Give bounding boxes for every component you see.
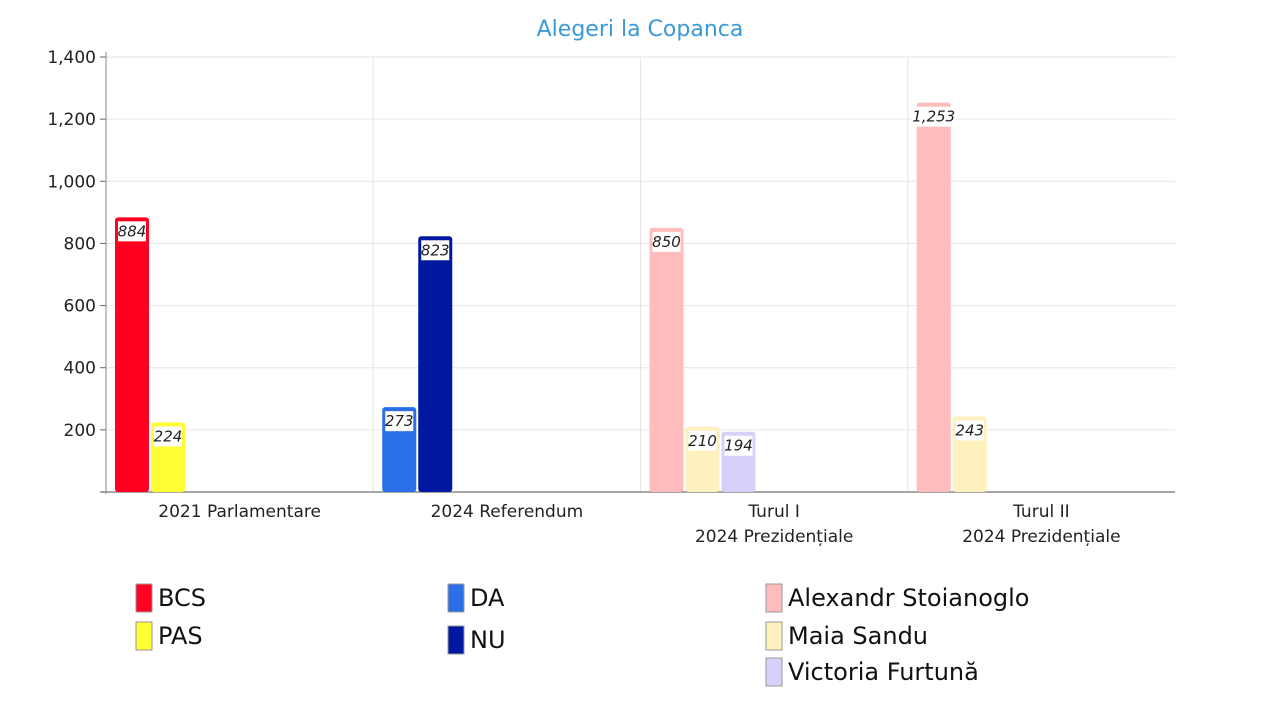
y-tick-label: 800 bbox=[64, 234, 96, 254]
x-tick-label: 2024 Referendum bbox=[431, 502, 584, 522]
legend-item: Alexandr Stoianoglo bbox=[788, 584, 1029, 612]
y-tick-label: 400 bbox=[64, 359, 96, 379]
legend-swatch bbox=[135, 583, 153, 613]
legend-item: Victoria Furtună bbox=[788, 658, 979, 686]
y-tick-label: 200 bbox=[64, 421, 96, 441]
legend: BCS PAS DA NU Alexandr Stoianoglo Maia Sandu V… bbox=[135, 583, 1029, 687]
data-label: 823 bbox=[421, 241, 450, 259]
grid bbox=[106, 56, 1175, 492]
bar-alexandr-stoianoglo bbox=[649, 227, 684, 492]
x-tick-label: 2024 Prezidențiale bbox=[962, 527, 1120, 547]
data-label: 850 bbox=[652, 233, 681, 251]
axes: 200 400 600 800 1,000 1,200 1,400 2021 Parlamen… bbox=[47, 48, 1175, 547]
data-labels: 884 224 273 823 850 210 194 1,253 243 bbox=[118, 106, 984, 456]
data-label: 210 bbox=[688, 432, 717, 450]
legend-item: BCS bbox=[158, 584, 206, 612]
data-label: 1,253 bbox=[912, 108, 955, 126]
data-label-bg bbox=[724, 435, 753, 456]
data-label: 243 bbox=[955, 421, 984, 439]
data-label: 194 bbox=[724, 437, 753, 455]
chart-title: Alegeri la Copanca bbox=[537, 17, 744, 42]
data-label: 884 bbox=[118, 222, 147, 240]
legend-item: DA bbox=[470, 584, 505, 612]
legend-swatch bbox=[447, 625, 465, 655]
y-tick-label: 600 bbox=[64, 297, 96, 317]
bar-bcs bbox=[115, 217, 149, 493]
bar-nu bbox=[418, 236, 453, 492]
bar-alexandr-stoianoglo bbox=[916, 102, 951, 493]
bars bbox=[115, 102, 987, 493]
data-label: 273 bbox=[385, 412, 414, 430]
legend-swatch bbox=[135, 621, 153, 651]
data-label-bg bbox=[688, 430, 717, 451]
y-tick-label: 1,400 bbox=[47, 48, 96, 68]
data-label-bg bbox=[118, 221, 146, 242]
legend-item: NU bbox=[470, 626, 506, 654]
y-tick-label: 1,200 bbox=[47, 110, 96, 130]
legend-swatch bbox=[765, 621, 783, 651]
data-label-bg bbox=[421, 240, 450, 261]
y-tick-label: 1,000 bbox=[47, 172, 96, 192]
legend-swatch bbox=[447, 583, 465, 613]
x-tick-label: 2021 Parlamentare bbox=[158, 502, 321, 522]
x-tick-label: Turul II bbox=[1012, 502, 1070, 522]
data-label-bg bbox=[955, 420, 984, 441]
data-label: 224 bbox=[154, 427, 183, 445]
legend-swatch bbox=[765, 583, 783, 613]
x-tick-label: Turul I bbox=[747, 502, 799, 522]
legend-swatch bbox=[765, 657, 783, 687]
x-tick-label: 2024 Prezidențiale bbox=[695, 527, 853, 547]
data-label-bg bbox=[652, 231, 681, 252]
legend-item: Maia Sandu bbox=[788, 622, 928, 650]
data-label-bg bbox=[385, 411, 414, 432]
legend-item: PAS bbox=[158, 622, 203, 650]
data-label-bg bbox=[154, 426, 182, 447]
data-label-bg bbox=[911, 106, 956, 127]
